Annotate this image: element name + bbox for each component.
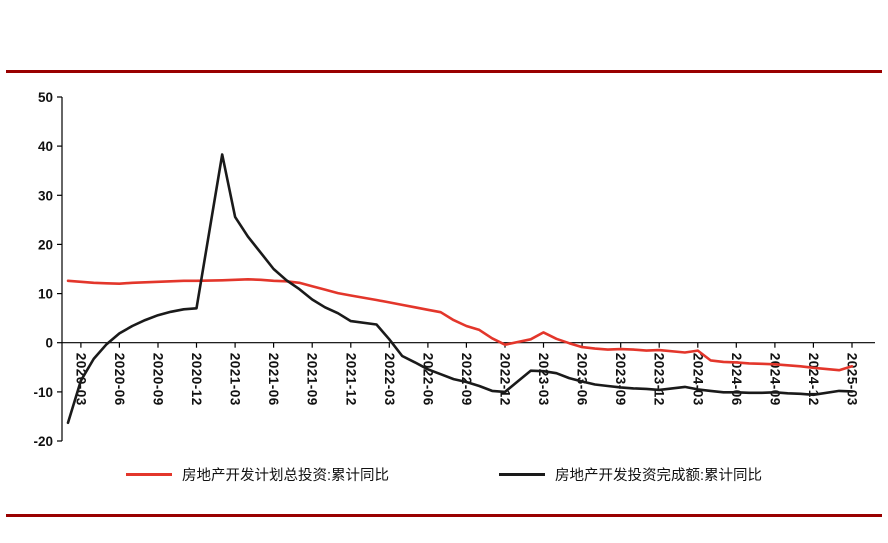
x-tick-label: 2021-06 <box>266 353 281 406</box>
x-tick-label: 2022-06 <box>420 353 435 406</box>
x-tick-label: 2022-12 <box>498 353 513 406</box>
y-tick-label: -20 <box>33 434 53 449</box>
y-axis: 50 40 30 20 10 0 -10 -20 <box>33 90 63 449</box>
y-tick-label: 50 <box>38 90 53 105</box>
legend-item-planned-investment: 房地产开发计划总投资:累计同比 <box>125 464 389 485</box>
x-tick-label: 2020-09 <box>151 353 166 406</box>
chart-legend: 房地产开发计划总投资:累计同比 房地产开发投资完成额:累计同比 <box>0 464 888 485</box>
legend-swatch-red-line <box>125 473 172 476</box>
x-tick-label: 2024-09 <box>767 353 782 406</box>
x-tick-label: 2020-06 <box>112 353 127 406</box>
series-line-1 <box>66 153 854 425</box>
x-tick-label: 2022-09 <box>459 353 474 406</box>
y-tick-label: 40 <box>38 139 53 154</box>
x-tick-label: 2023-03 <box>536 353 551 406</box>
y-tick-label: 10 <box>38 287 53 302</box>
legend-label: 房地产开发投资完成额:累计同比 <box>555 468 763 484</box>
x-tick-label: 2023-09 <box>613 353 628 406</box>
y-tick-label: -10 <box>33 385 53 400</box>
legend-label: 房地产开发计划总投资:累计同比 <box>181 468 389 484</box>
y-tick-label: 0 <box>45 336 53 351</box>
legend-swatch-black-line <box>499 473 545 476</box>
x-tick-label: 2024-06 <box>729 353 744 406</box>
x-tick-label: 2023-12 <box>652 353 667 406</box>
x-axis: 2020-03 2020-06 2020-09 2020-12 2021-03 2021-… <box>62 342 875 406</box>
y-tick-label: 20 <box>38 237 53 252</box>
x-tick-label: 2025-03 <box>845 353 860 406</box>
x-tick-label: 2021-09 <box>305 353 320 406</box>
x-tick-label: 2023-06 <box>575 353 590 406</box>
x-tick-label: 2024-12 <box>806 353 821 406</box>
legend-item-completed-investment: 房地产开发投资完成额:累计同比 <box>499 464 762 485</box>
series-line-0 <box>66 277 854 372</box>
x-tick-label: 2022-03 <box>382 353 397 406</box>
x-tick-label: 2021-03 <box>228 353 243 406</box>
bottom-rule <box>6 514 882 517</box>
y-tick-label: 30 <box>38 188 53 203</box>
x-tick-label: 2021-12 <box>343 353 358 406</box>
x-tick-label: 2024-03 <box>690 353 705 406</box>
x-tick-label: 2020-12 <box>189 353 204 406</box>
top-rule <box>6 70 882 73</box>
